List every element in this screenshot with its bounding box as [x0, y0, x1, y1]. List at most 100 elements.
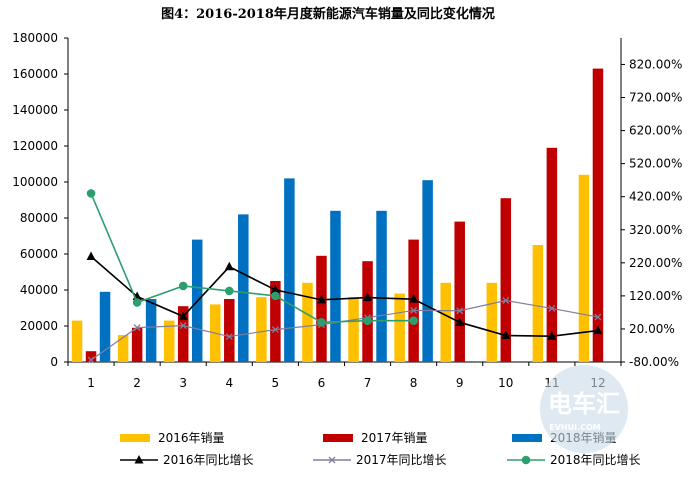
bar-2017-5 [270, 281, 281, 362]
watermark-circle [540, 365, 628, 453]
x-tick-label: 8 [410, 376, 418, 390]
x-tick-label: 1 [87, 376, 95, 390]
chart-title: 图4：2016-2018年月度新能源汽车销量及同比变化情况 [161, 6, 495, 22]
point-2016年同比增长-1 [86, 251, 96, 261]
x-tick-label: 4 [225, 376, 233, 390]
x-tick-label: 5 [272, 376, 280, 390]
point-2016年同比增长-4 [224, 261, 234, 271]
bar-2017-4 [224, 299, 235, 362]
bar-2016-3 [163, 320, 175, 362]
y-right-tick-label: -80.00% [629, 355, 679, 369]
x-tick-label: 7 [364, 376, 372, 390]
bar-2018-2 [145, 299, 157, 362]
bar-2016-11 [532, 245, 544, 362]
point-2016年同比增长-7 [363, 292, 373, 302]
point-2016年同比增长-10 [501, 330, 511, 340]
legend-label-2016年同比增长: 2016年同比增长 [163, 453, 254, 467]
bar-2018-6 [330, 210, 341, 362]
bar-2018-1 [99, 291, 111, 362]
point-2017年同比增长-4 [225, 333, 233, 341]
point-2016年同比增长-12 [593, 325, 603, 335]
bar-2017-1 [85, 351, 97, 362]
legend-swatch-2018年销量 [512, 434, 542, 442]
point-2018年同比增长-2 [132, 298, 142, 307]
bar-2018-8 [422, 180, 433, 362]
point-2018年同比增长-4 [224, 286, 234, 296]
x-tick-label: 10 [498, 376, 513, 390]
y-right-tick-label: 220.00% [629, 256, 682, 270]
line-2016年同比增长 [90, 255, 599, 338]
bar-marks [71, 68, 604, 362]
bar-2018-4 [238, 214, 249, 362]
point-2016年同比增长-11 [547, 331, 557, 340]
y-right-tick-label: 820.00% [629, 57, 682, 71]
legend-swatch-2017年销量 [323, 434, 353, 442]
watermark-subtext: EVHUI.COM [549, 423, 601, 432]
point-2018年同比增长-5 [271, 291, 280, 301]
bar-2018-5 [284, 178, 295, 362]
y-left-tick-label: 140000 [12, 103, 58, 117]
legend-label-2018年同比增长: 2018年同比增长 [550, 453, 641, 467]
bar-2017-6 [316, 255, 327, 362]
point-2016年同比增长-5 [270, 284, 280, 294]
point-2018年同比增长-1 [86, 189, 96, 198]
legend-marker-2018年同比增长 [521, 455, 531, 465]
x-tick-label: 2 [133, 376, 141, 390]
x-tick-label: 6 [318, 376, 326, 390]
legend-label-2017年同比增长: 2017年同比增长 [356, 453, 447, 467]
bar-2017-11 [546, 147, 558, 362]
point-2017年同比增长-9 [456, 307, 464, 315]
y-left-tick-label: 120000 [12, 139, 58, 153]
point-2016年同比增长-3 [178, 311, 188, 320]
y-right-tick-label: 20.00% [629, 322, 675, 336]
y-left-tick-label: 60000 [20, 247, 58, 261]
bar-2017-10 [500, 198, 512, 362]
bar-2018-7 [376, 210, 387, 362]
bar-2017-12 [592, 68, 604, 362]
point-2017年同比增长-2 [133, 324, 141, 332]
y-right-tick-label: 720.00% [629, 91, 682, 105]
line-2018年同比增长 [90, 193, 414, 324]
y-left-tick-label: 0 [50, 355, 58, 369]
legend-swatch-2016年销量 [120, 434, 150, 442]
y-right-tick-label: 120.00% [629, 289, 682, 303]
x-tick-label: 3 [179, 376, 187, 390]
bar-2017-2 [131, 327, 143, 362]
y-right-tick-label: 520.00% [629, 157, 682, 171]
point-2018年同比增长-7 [363, 316, 372, 325]
point-2016年同比增长-9 [455, 317, 465, 326]
legend-label-2016年销量: 2016年销量 [158, 431, 225, 445]
point-2017年同比增长-3 [179, 322, 187, 330]
point-2017年同比增长-12 [594, 313, 602, 321]
line-marks [86, 189, 603, 364]
bar-2016-2 [117, 335, 129, 362]
legend-label-2017年销量: 2017年销量 [361, 431, 428, 445]
point-2018年同比增长-8 [409, 316, 418, 325]
point-2017年同比增长-5 [271, 326, 279, 334]
watermark-text: 电车汇 [548, 390, 620, 418]
bar-2017-9 [454, 221, 465, 362]
bar-2016-8 [394, 293, 405, 362]
point-2018年同比增长-3 [178, 281, 188, 291]
point-2018年同比增长-6 [317, 318, 326, 327]
legend-marker-2016年同比增长 [134, 455, 144, 464]
y-left-tick-label: 80000 [20, 211, 58, 225]
point-2016年同比增长-6 [316, 294, 326, 304]
bar-2017-7 [362, 261, 373, 362]
legend: 2016年销量2017年销量2018年销量2016年同比增长2017年同比增长2… [120, 431, 641, 467]
bar-2016-1 [71, 320, 83, 362]
y-left-tick-label: 40000 [20, 283, 58, 297]
y-left-tick-label: 160000 [12, 67, 58, 81]
x-tick-label: 9 [456, 376, 464, 390]
bar-2017-3 [177, 306, 189, 362]
y-right-tick-label: 420.00% [629, 190, 682, 204]
point-2017年同比增长-11 [548, 304, 556, 312]
bar-2016-10 [486, 282, 498, 362]
bar-2016-6 [302, 282, 313, 362]
bar-2016-5 [256, 297, 267, 362]
y-left-tick-label: 180000 [12, 31, 58, 45]
y-left-tick-label: 100000 [12, 175, 58, 189]
point-2017年同比增长-10 [502, 297, 510, 304]
legend-marker-2017年同比增长 [328, 456, 336, 464]
